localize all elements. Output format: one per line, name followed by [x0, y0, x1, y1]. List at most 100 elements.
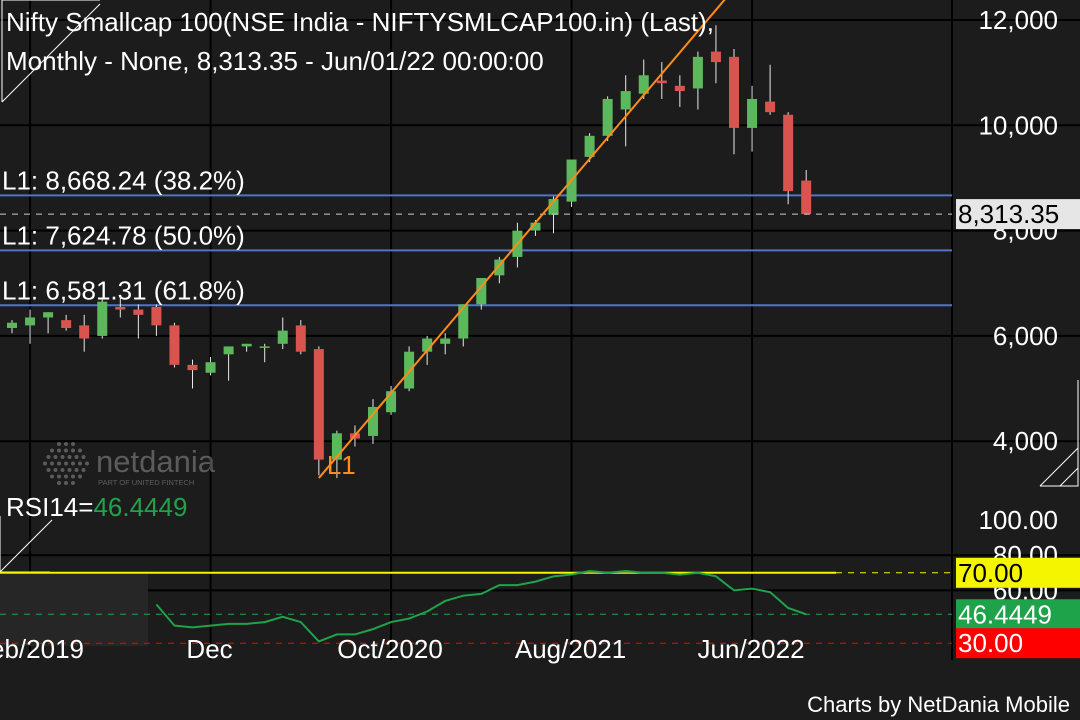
- candle-down: [61, 314, 72, 331]
- price-tick-label: 12,000: [978, 5, 1058, 35]
- candle-down: [79, 314, 90, 352]
- candle-body: [223, 346, 234, 355]
- candle-up: [331, 430, 342, 479]
- logo-dot: [57, 474, 61, 479]
- candle-down: [765, 64, 776, 115]
- last-price-tag: [956, 199, 1080, 230]
- logo-dot: [46, 468, 51, 472]
- candle-up: [476, 277, 487, 310]
- candle-body: [530, 222, 541, 231]
- time-tick-label: Dec: [186, 634, 232, 664]
- time-tick-label: Aug/2021: [515, 634, 626, 664]
- rsi-tick-label: 100.00: [978, 505, 1058, 535]
- candle-down: [801, 170, 812, 215]
- resize-handle-top-left-icon[interactable]: [1, 0, 101, 103]
- logo-dot: [71, 448, 75, 453]
- fib-level-label: L1: 7,624.78 (50.0%): [2, 220, 245, 250]
- candle-body: [79, 325, 90, 339]
- candle-down: [313, 346, 324, 476]
- candle-body: [494, 259, 505, 276]
- candle-down: [656, 62, 667, 99]
- logo-dot: [67, 455, 72, 459]
- watermark-tagline: PART OF UNITED FINTECH: [98, 478, 194, 487]
- fib-level-label: L1: 8,668.24 (38.2%): [2, 165, 245, 195]
- trendline-line[interactable]: [318, 0, 752, 479]
- candle-body: [602, 98, 613, 136]
- candle-body: [747, 98, 758, 128]
- logo-dot: [78, 461, 82, 466]
- logo-dot: [78, 448, 82, 453]
- logo-dot: [53, 455, 58, 459]
- time-tick-label: Feb/2019: [0, 634, 84, 664]
- logo-dot: [57, 481, 61, 485]
- candle-body: [801, 180, 812, 215]
- candle-body: [783, 114, 794, 192]
- candle-body: [169, 325, 180, 365]
- rsi-current-tag-label: 46.4449: [958, 599, 1052, 629]
- logo-dot: [71, 474, 75, 479]
- logo-dot: [64, 461, 68, 466]
- logo-dot: [85, 461, 89, 466]
- footer-credit: Charts by NetDania Mobile: [807, 692, 1070, 717]
- candle-body: [620, 91, 631, 110]
- candle-body: [710, 51, 721, 63]
- overbought-tag-label: 70.00: [958, 558, 1023, 588]
- fibonacci-levels: L1: 8,668.24 (38.2%) L1: 7,624.78 (50.0%)…: [0, 165, 952, 307]
- candle-body: [674, 85, 685, 92]
- candle-down: [169, 322, 180, 368]
- candle-body: [277, 330, 288, 344]
- trendline-label: L1: [327, 450, 356, 480]
- logo-dot: [60, 455, 65, 459]
- price-tick-label: 6,000: [993, 321, 1058, 351]
- logo-dot: [50, 461, 54, 466]
- candle-up: [7, 320, 17, 334]
- candle-body: [638, 75, 649, 94]
- candle-body: [151, 306, 162, 326]
- price-tick-label: 4,000: [993, 426, 1058, 456]
- candle-up: [747, 85, 758, 152]
- resize-handle-right-icon[interactable]: [1039, 380, 1079, 487]
- rsi-value-label: 46.4449: [93, 492, 187, 522]
- candle-up: [277, 317, 288, 350]
- candle-down: [674, 75, 685, 107]
- logo-dot: [64, 448, 68, 453]
- netdania-logo-icon: [43, 442, 89, 485]
- logo-dot: [60, 468, 65, 472]
- candle-down: [151, 304, 162, 336]
- logo-dot: [43, 461, 47, 466]
- logo-dot: [64, 442, 68, 446]
- logo-dot: [67, 468, 72, 472]
- time-tick-label: Jun/2022: [698, 634, 805, 664]
- candle-up: [223, 346, 234, 381]
- logo-dot: [53, 468, 58, 472]
- candle-up: [386, 385, 397, 415]
- candle-body: [656, 80, 667, 84]
- candle-body: [25, 317, 36, 326]
- candle-body: [584, 135, 595, 157]
- candle-body: [476, 277, 487, 305]
- candle-body: [313, 349, 324, 460]
- candle-down: [295, 320, 306, 355]
- candle-body: [386, 391, 397, 413]
- last-price-tag-label: 8,313.35: [958, 199, 1059, 229]
- rsi-current-tag: [956, 599, 1080, 630]
- candle-up: [638, 59, 649, 99]
- candle-body: [331, 433, 342, 460]
- oversold-tag-label: 30.00: [958, 628, 1023, 658]
- candle-body: [548, 199, 559, 215]
- fib-level-label: L1: 6,581.31 (61.8%): [2, 275, 245, 305]
- logo-dot: [57, 461, 61, 466]
- candle-up: [494, 256, 505, 284]
- candle-up: [458, 304, 469, 347]
- candle-body: [729, 56, 739, 128]
- candle-up: [440, 333, 451, 355]
- candle-up: [241, 343, 252, 352]
- candle-up: [692, 51, 703, 110]
- candle-up: [97, 299, 108, 339]
- trendline[interactable]: L1: [318, 0, 752, 480]
- candle-up: [602, 96, 613, 142]
- candle-body: [7, 322, 17, 329]
- time-tick-label: Oct/2020: [337, 634, 443, 664]
